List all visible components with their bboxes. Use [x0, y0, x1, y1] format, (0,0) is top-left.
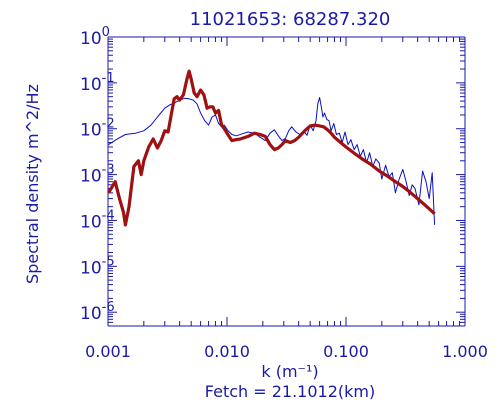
y-tick-base: 10 — [80, 121, 102, 141]
series-measured-line — [108, 97, 436, 225]
y-tick-exponent: -1 — [102, 71, 115, 86]
fetch-note: Fetch = 21.1012(km) — [205, 382, 375, 400]
y-tick-label: 10-3 — [80, 163, 115, 187]
y-axis-label: Spectral density m^2/Hz — [23, 84, 42, 284]
x-tick-label: 0.001 — [85, 342, 131, 361]
y-tick-label: 10-1 — [80, 71, 115, 95]
y-tick-base: 10 — [80, 258, 102, 278]
x-tick-label: 0.100 — [323, 342, 369, 361]
series-model-line — [107, 69, 436, 227]
y-tick-base: 10 — [80, 29, 102, 49]
series-layer — [107, 69, 436, 227]
chart-title: 11021653: 68287.320 — [190, 9, 391, 30]
y-tick-exponent: -2 — [102, 117, 115, 132]
plot-area — [107, 36, 466, 327]
y-tick-base: 10 — [80, 167, 102, 187]
y-tick-label: 10-4 — [80, 208, 115, 232]
y-tick-base: 10 — [80, 212, 102, 232]
x-tick-label: 0.010 — [204, 342, 250, 361]
y-tick-label: 10-6 — [80, 300, 115, 324]
y-tick-label: 10-5 — [80, 254, 115, 278]
y-tick-exponent: -5 — [102, 254, 115, 269]
x-tick-label: 1.000 — [442, 342, 488, 361]
y-tick-exponent: -6 — [102, 300, 115, 315]
y-tick-exponent: -4 — [102, 208, 115, 223]
y-tick-exponent: 0 — [102, 25, 110, 40]
axis-ticks — [107, 37, 465, 327]
y-tick-base: 10 — [80, 75, 102, 95]
y-tick-exponent: -3 — [102, 163, 115, 178]
y-tick-label: 10-2 — [80, 117, 115, 141]
y-tick-base: 10 — [80, 304, 102, 324]
y-tick-label: 100 — [80, 25, 110, 49]
x-tick-labels: 0.001 0.010 0.100 1.000 — [85, 342, 488, 361]
x-axis-label: k (m⁻¹) — [261, 362, 318, 381]
